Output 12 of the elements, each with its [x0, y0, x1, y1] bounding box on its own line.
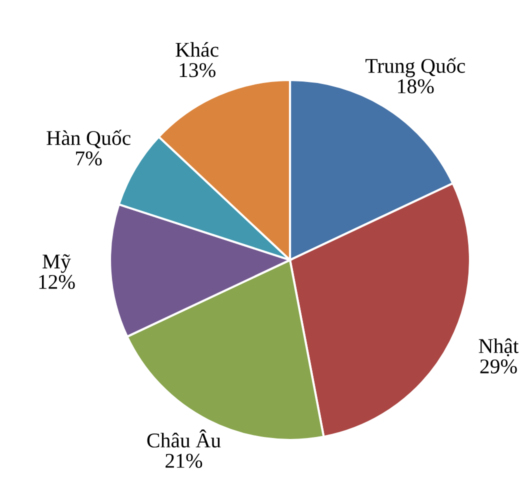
- slice-label: Mỹ: [42, 254, 71, 273]
- slice-label: Nhật: [478, 338, 519, 356]
- slice-label: Khác: [176, 42, 218, 57]
- data-label: 7%: [76, 151, 102, 166]
- slice-label: Châu Âu: [147, 429, 221, 448]
- data-label: 29%: [480, 359, 517, 374]
- slice-label: Hàn Quốc: [46, 130, 130, 148]
- data-label: 18%: [398, 79, 434, 94]
- data-label: 13%: [180, 63, 216, 78]
- slice-label: Trung Quốc: [366, 58, 466, 78]
- data-label: 12%: [39, 274, 75, 290]
- data-label: 21%: [166, 454, 202, 468]
